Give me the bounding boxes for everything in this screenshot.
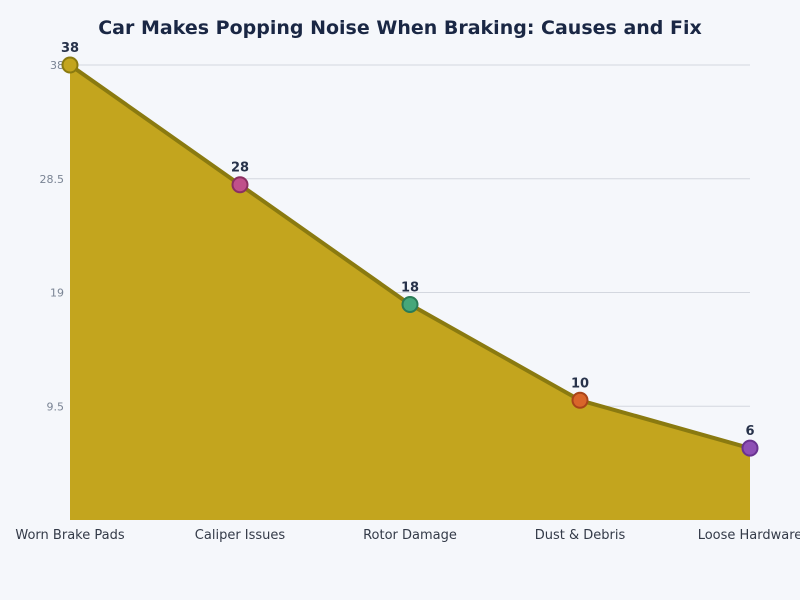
- data-label: 28: [231, 161, 249, 176]
- x-tick-label: Dust & Debris: [535, 528, 626, 543]
- y-tick-label: 9.5: [47, 400, 65, 413]
- data-point: [741, 439, 759, 457]
- chart-title: Car Makes Popping Noise When Braking: Ca…: [98, 17, 702, 39]
- data-label: 38: [61, 41, 79, 56]
- data-label: 6: [745, 424, 754, 439]
- x-tick-label: Caliper Issues: [195, 528, 286, 543]
- data-point: [401, 295, 419, 313]
- y-tick-label: 28.5: [40, 173, 65, 186]
- data-label: 18: [401, 280, 419, 295]
- data-point: [231, 176, 249, 194]
- data-point: [61, 56, 79, 74]
- data-label: 10: [571, 376, 589, 391]
- data-point: [571, 391, 589, 409]
- y-tick-label: 38: [50, 59, 64, 72]
- x-tick-label: Rotor Damage: [363, 528, 457, 543]
- y-tick-label: 19: [50, 287, 64, 300]
- x-tick-label: Loose Hardware: [698, 528, 800, 543]
- x-tick-label: Worn Brake Pads: [15, 528, 124, 543]
